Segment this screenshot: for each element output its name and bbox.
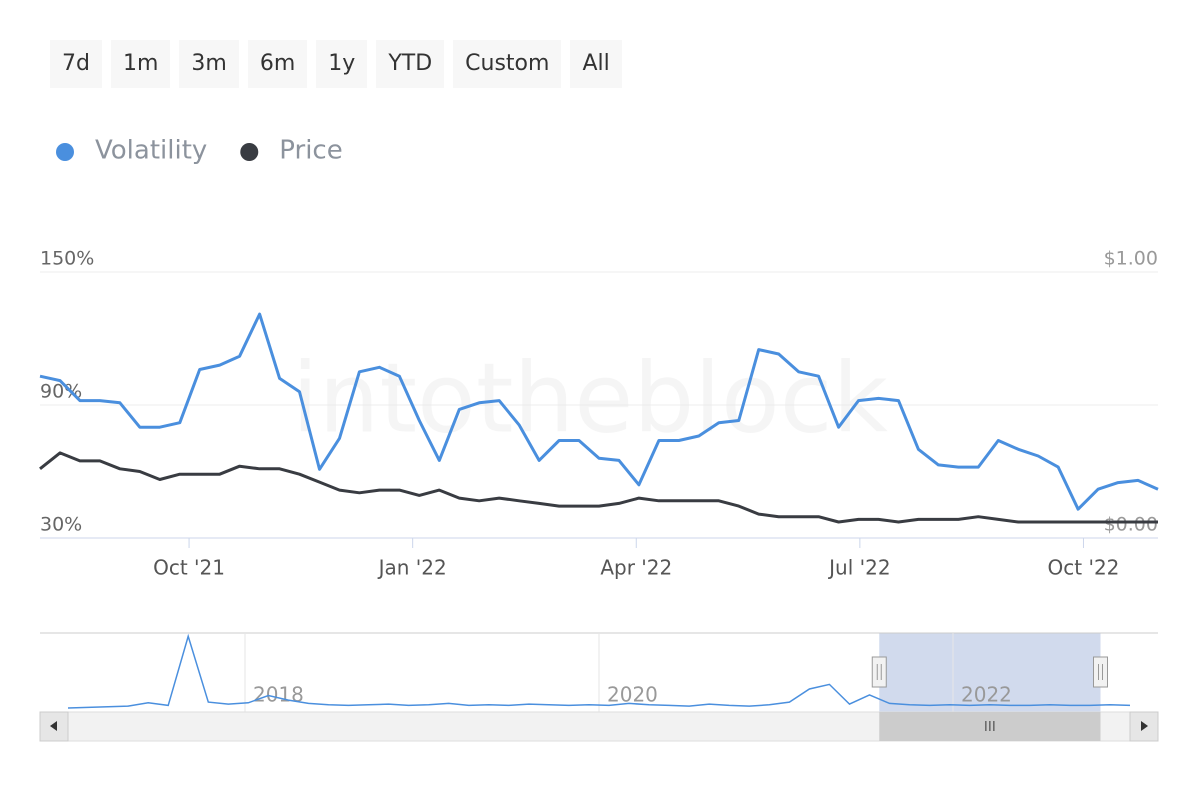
range-button[interactable]: Custom xyxy=(453,40,562,88)
y2-tick-label: $0.00 xyxy=(1104,514,1158,536)
x-tick-label: Jul '22 xyxy=(827,556,890,580)
range-button[interactable]: 1y xyxy=(316,40,368,88)
x-tick-label: 2018 xyxy=(253,683,304,707)
navigator-handle[interactable] xyxy=(871,656,887,688)
y2-tick-label: $1.00 xyxy=(1104,248,1158,270)
range-button[interactable]: YTD xyxy=(376,40,445,88)
x-tick-label: 2022 xyxy=(961,683,1012,707)
range-button[interactable]: All xyxy=(570,40,622,88)
range-buttons: 7d 1m 3m 6m 1y YTD Custom All xyxy=(50,40,622,88)
range-button[interactable]: 7d xyxy=(50,40,102,88)
y-tick-label: 30% xyxy=(40,514,82,536)
watermark: intotheblock xyxy=(292,342,889,454)
range-button[interactable]: 3m xyxy=(179,40,239,88)
y-tick-label: 90% xyxy=(40,381,82,403)
arrow-right xyxy=(1141,721,1148,731)
x-tick-label: Oct '22 xyxy=(1048,556,1120,580)
x-tick-label: 2020 xyxy=(607,683,658,707)
legend-marker[interactable] xyxy=(240,143,259,161)
y-tick-label: 150% xyxy=(40,248,94,270)
range-button[interactable]: 6m xyxy=(247,40,308,88)
series-line xyxy=(39,451,1158,524)
legend-label[interactable]: Price xyxy=(279,136,342,166)
navigator-handle[interactable] xyxy=(1093,656,1108,688)
x-tick-label: Oct '21 xyxy=(153,556,225,580)
arrow-left xyxy=(50,721,57,731)
x-tick-label: Apr '22 xyxy=(600,556,672,580)
legend-marker[interactable] xyxy=(56,143,74,161)
navigator-line xyxy=(67,633,1131,709)
x-tick-label: Jan '22 xyxy=(377,556,447,580)
series-line xyxy=(39,312,1159,511)
navigator-selection xyxy=(879,633,1101,712)
legend-label[interactable]: Volatility xyxy=(95,136,207,166)
range-button[interactable]: 1m xyxy=(110,40,171,88)
